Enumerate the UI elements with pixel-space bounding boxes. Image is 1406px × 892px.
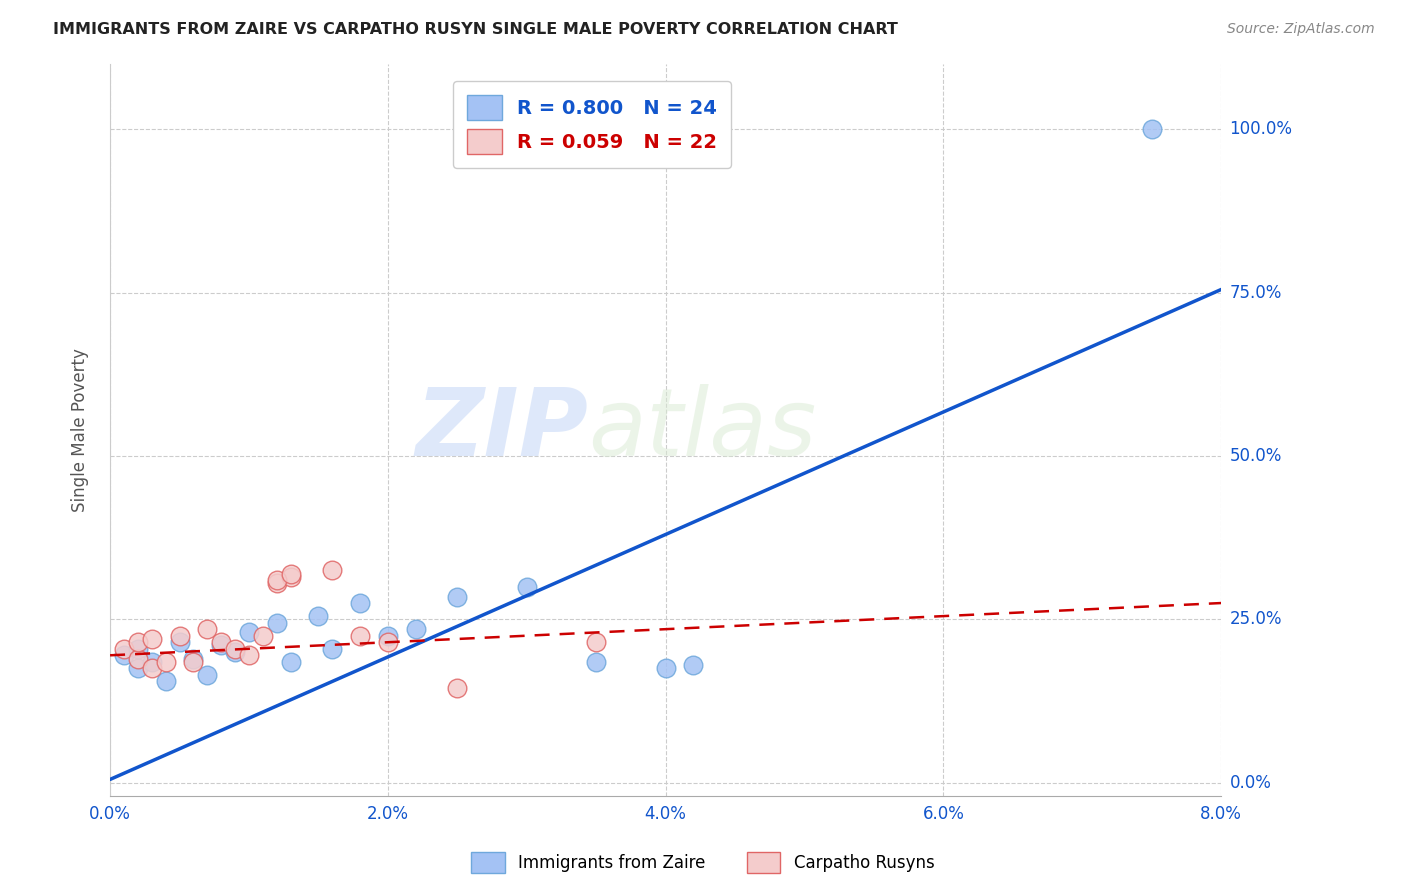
- Point: [155, 674, 177, 689]
- Legend: R = 0.800   N = 24, R = 0.059   N = 22: R = 0.800 N = 24, R = 0.059 N = 22: [453, 81, 731, 168]
- Text: 50.0%: 50.0%: [1230, 447, 1282, 465]
- Point: [195, 622, 218, 636]
- Y-axis label: Single Male Poverty: Single Male Poverty: [72, 348, 89, 512]
- Text: ZIP: ZIP: [415, 384, 588, 476]
- Point: [516, 580, 538, 594]
- Point: [280, 655, 302, 669]
- Point: [377, 635, 399, 649]
- Point: [585, 635, 607, 649]
- Point: [280, 566, 302, 581]
- Point: [209, 635, 232, 649]
- Point: [141, 632, 163, 646]
- Point: [195, 668, 218, 682]
- Point: [446, 590, 468, 604]
- Point: [266, 576, 288, 591]
- Point: [127, 661, 149, 675]
- Point: [682, 658, 704, 673]
- Text: IMMIGRANTS FROM ZAIRE VS CARPATHO RUSYN SINGLE MALE POVERTY CORRELATION CHART: IMMIGRANTS FROM ZAIRE VS CARPATHO RUSYN …: [53, 22, 898, 37]
- Point: [321, 563, 343, 577]
- Point: [169, 629, 191, 643]
- Point: [307, 609, 329, 624]
- Point: [585, 655, 607, 669]
- Point: [127, 635, 149, 649]
- Point: [169, 635, 191, 649]
- Point: [141, 655, 163, 669]
- Point: [321, 641, 343, 656]
- Point: [224, 641, 246, 656]
- Point: [112, 648, 135, 663]
- Legend: Immigrants from Zaire, Carpatho Rusyns: Immigrants from Zaire, Carpatho Rusyns: [465, 846, 941, 880]
- Point: [127, 641, 149, 656]
- Point: [266, 573, 288, 587]
- Point: [238, 625, 260, 640]
- Point: [654, 661, 676, 675]
- Text: 25.0%: 25.0%: [1230, 610, 1282, 628]
- Point: [224, 645, 246, 659]
- Point: [1140, 122, 1163, 136]
- Point: [446, 681, 468, 695]
- Text: Source: ZipAtlas.com: Source: ZipAtlas.com: [1227, 22, 1375, 37]
- Point: [405, 622, 427, 636]
- Text: 0.0%: 0.0%: [1230, 773, 1271, 792]
- Text: atlas: atlas: [588, 384, 815, 475]
- Point: [183, 655, 205, 669]
- Point: [280, 570, 302, 584]
- Point: [266, 615, 288, 630]
- Point: [127, 651, 149, 665]
- Point: [141, 661, 163, 675]
- Point: [377, 629, 399, 643]
- Point: [252, 629, 274, 643]
- Point: [349, 629, 371, 643]
- Text: 75.0%: 75.0%: [1230, 284, 1282, 301]
- Point: [155, 655, 177, 669]
- Point: [112, 641, 135, 656]
- Point: [183, 651, 205, 665]
- Point: [349, 596, 371, 610]
- Text: 100.0%: 100.0%: [1230, 120, 1292, 138]
- Point: [238, 648, 260, 663]
- Point: [209, 639, 232, 653]
